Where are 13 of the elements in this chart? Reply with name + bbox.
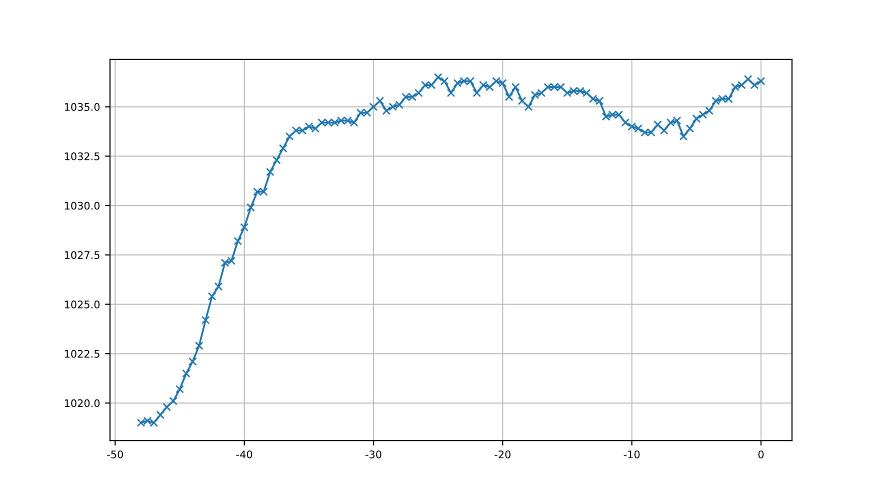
x-tick-label: -50 <box>107 450 123 458</box>
y-tick-label: 1022.5 <box>64 350 100 358</box>
x-tick-label: 0 <box>758 450 764 458</box>
x-tick-label: -40 <box>236 450 252 458</box>
x-tick-label: -20 <box>494 450 510 458</box>
y-tick-label: 1027.5 <box>64 251 100 260</box>
y-tick-label: 1035.0 <box>64 103 100 111</box>
y-tick-label: 1032.5 <box>64 152 100 160</box>
y-tick-label: 1030.0 <box>64 202 100 210</box>
y-tick-label: 1020.0 <box>64 399 100 408</box>
x-tick-label: -30 <box>366 450 382 458</box>
y-tick-label: 1025.0 <box>64 300 100 308</box>
x-tick-label: -10 <box>624 450 640 458</box>
